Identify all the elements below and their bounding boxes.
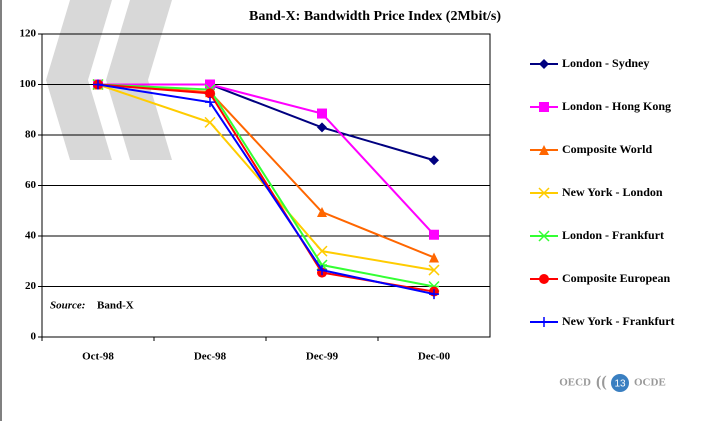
legend-label: New York - Frankfurt bbox=[562, 314, 675, 328]
marker bbox=[205, 79, 215, 90]
marker bbox=[317, 122, 327, 133]
y-tick-label: 120 bbox=[20, 28, 37, 40]
marker bbox=[205, 97, 215, 108]
marker bbox=[429, 155, 439, 166]
marker bbox=[538, 187, 550, 199]
legend-label: London - Sydney bbox=[562, 56, 649, 70]
marker bbox=[429, 229, 439, 240]
annotation-label: Source: bbox=[50, 300, 85, 312]
marker bbox=[539, 59, 549, 69]
marker bbox=[317, 207, 327, 218]
series-line bbox=[97, 83, 435, 296]
series-line bbox=[98, 83, 435, 236]
y-tick-label: 20 bbox=[25, 280, 37, 292]
marker bbox=[539, 317, 549, 327]
y-tick-label: 60 bbox=[25, 179, 37, 191]
marker bbox=[205, 88, 215, 99]
legend-label: Composite World bbox=[562, 142, 652, 156]
chart-title: Band-X: Bandwidth Price Index (2Mbit/s) bbox=[249, 9, 501, 24]
footer-mark: (( bbox=[596, 374, 607, 391]
footer-logo: OECD (( 13 OCDE bbox=[559, 374, 666, 392]
y-tick-label: 80 bbox=[25, 129, 37, 141]
marker bbox=[93, 79, 103, 90]
chevron bbox=[46, 0, 112, 160]
page-badge bbox=[611, 374, 629, 392]
marker bbox=[316, 245, 328, 257]
y-tick-label: 0 bbox=[31, 331, 37, 343]
legend-label: Composite European bbox=[562, 271, 670, 285]
page-number: 13 bbox=[614, 379, 626, 390]
legend-label: London - Hong Kong bbox=[562, 99, 671, 113]
x-tick-label: Oct-98 bbox=[82, 351, 114, 363]
legend-label: New York - London bbox=[562, 185, 663, 199]
marker bbox=[429, 289, 439, 300]
marker bbox=[317, 108, 327, 119]
y-tick-label: 100 bbox=[20, 78, 37, 90]
annotation: Band-X bbox=[97, 300, 134, 312]
series-line bbox=[97, 83, 435, 288]
legend-label: London - Frankfurt bbox=[562, 228, 664, 242]
marker bbox=[428, 264, 440, 276]
chevron bbox=[106, 0, 172, 160]
marker bbox=[539, 274, 549, 284]
x-tick-label: Dec-00 bbox=[418, 351, 451, 363]
footer-right: OCDE bbox=[634, 377, 666, 389]
y-tick-label: 40 bbox=[25, 230, 37, 242]
marker bbox=[539, 145, 549, 155]
marker bbox=[204, 116, 216, 128]
marker bbox=[317, 265, 327, 276]
marker bbox=[429, 252, 439, 263]
x-tick-label: Dec-98 bbox=[194, 351, 227, 363]
footer-left: OECD bbox=[559, 377, 591, 389]
decoration bbox=[46, 0, 172, 160]
x-tick-label: Dec-99 bbox=[306, 351, 339, 363]
marker bbox=[538, 230, 550, 242]
marker bbox=[539, 102, 549, 112]
